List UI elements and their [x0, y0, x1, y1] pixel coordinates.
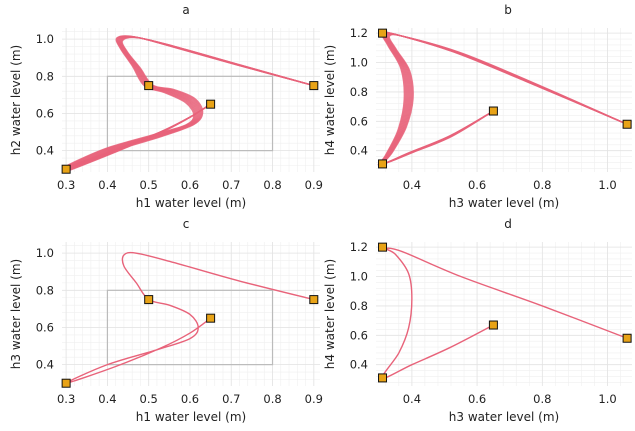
x-axis-label: h1 water level (m) [136, 410, 246, 424]
xtick-label: 0.7 [222, 178, 240, 192]
ytick-label: 0.8 [350, 299, 368, 313]
trajectory-line [380, 32, 628, 165]
marker-b-2 [378, 159, 388, 169]
x-axis-label: h1 water level (m) [136, 196, 246, 210]
marker-b-3 [488, 106, 498, 116]
xtick-label: 1.0 [598, 392, 616, 406]
xtick-label: 0.6 [468, 392, 486, 406]
xtick-label: 0.8 [263, 178, 281, 192]
panel-b: 0.4 0.6 0.8 1.0 0.4 0.6 0.8 1.0 1.2 b h3 water lev… [323, 3, 632, 210]
marker-d-0 [378, 242, 388, 252]
marker-a-2 [206, 99, 216, 109]
marker-c-3 [309, 295, 319, 305]
x-axis-label: h3 water level (m) [449, 410, 559, 424]
marker-a-0 [61, 164, 71, 174]
xtick-label: 0.4 [98, 392, 116, 406]
xtick-label: 0.9 [305, 178, 323, 192]
trajectories-a [62, 35, 314, 172]
trajectory-line [381, 247, 628, 379]
marker-c-2 [206, 313, 216, 323]
trajectories-c [65, 251, 314, 384]
trajectories-d [381, 247, 628, 379]
panel-d: 0.4 0.6 0.8 1.0 0.4 0.6 0.8 1.0 1.2 d h3 water lev… [323, 217, 632, 424]
panel-title: c [183, 217, 190, 231]
grid-a [62, 28, 320, 172]
ytick-label: 0.4 [350, 144, 368, 158]
trajectory-line [68, 36, 314, 172]
panel-a: 0.3 0.4 0.5 0.6 0.7 0.8 0.9 0.4 0.6 0.8 1.0 a h1 wat… [9, 3, 323, 210]
xtick-label: 1.0 [598, 178, 616, 192]
ytick-label: 0.6 [350, 114, 368, 128]
ytick-label: 1.0 [36, 32, 54, 46]
ytick-label: 0.6 [36, 106, 54, 120]
operating-region-a [106, 75, 274, 152]
trajectory-line [381, 33, 628, 165]
trajectory-line [382, 33, 628, 164]
xtick-label: 0.4 [403, 178, 421, 192]
marker-d-3 [488, 320, 498, 330]
xtick-label: 0.8 [533, 178, 551, 192]
marker-a-1 [144, 81, 154, 91]
panel-title: b [504, 3, 512, 17]
panel-c: 0.3 0.4 0.5 0.6 0.7 0.8 0.9 0.4 0.6 0.8 1.0 c h1 wat… [9, 217, 323, 424]
ytick-label: 0.6 [36, 320, 54, 334]
trajectory-line [64, 35, 314, 170]
ytick-label: 0.4 [36, 144, 54, 158]
xtick-label: 0.7 [222, 392, 240, 406]
xtick-label: 0.6 [181, 178, 199, 192]
marker-b-1 [622, 119, 632, 129]
xtick-label: 0.4 [403, 392, 421, 406]
x-axis-label: h3 water level (m) [449, 196, 559, 210]
xtick-label: 0.4 [98, 178, 116, 192]
panel-title: a [182, 3, 189, 17]
xtick-label: 0.5 [140, 392, 158, 406]
ytick-label: 0.8 [36, 69, 54, 83]
xtick-label: 0.8 [533, 392, 551, 406]
xtick-label: 0.6 [468, 178, 486, 192]
ytick-label: 1.2 [350, 240, 368, 254]
panel-title: d [504, 217, 512, 231]
trajectory-line [383, 33, 628, 164]
y-axis-label: h4 water level (m) [323, 259, 337, 369]
marker-c-1 [144, 295, 154, 305]
xtick-label: 0.5 [140, 178, 158, 192]
xtick-label: 0.3 [57, 178, 75, 192]
marker-c-0 [61, 378, 71, 388]
marker-a-3 [309, 81, 319, 91]
y-axis-label: h4 water level (m) [323, 45, 337, 155]
ytick-label: 0.4 [36, 358, 54, 372]
marker-d-2 [378, 373, 388, 383]
xtick-label: 0.9 [305, 392, 323, 406]
ytick-label: 1.0 [350, 56, 368, 70]
ytick-label: 0.6 [350, 328, 368, 342]
ytick-label: 0.8 [350, 85, 368, 99]
xtick-label: 0.3 [57, 392, 75, 406]
xtick-label: 0.6 [181, 392, 199, 406]
operating-region-c [106, 289, 274, 366]
grid-d [376, 242, 632, 386]
ytick-label: 1.2 [350, 26, 368, 40]
y-axis-label: h3 water level (m) [9, 259, 23, 369]
trajectory-line [381, 32, 628, 165]
ytick-label: 1.0 [350, 270, 368, 284]
marker-d-1 [622, 333, 632, 343]
ytick-label: 1.0 [36, 246, 54, 260]
xtick-label: 0.8 [263, 392, 281, 406]
ytick-label: 0.4 [350, 358, 368, 372]
trajectory-line [65, 251, 314, 384]
ytick-label: 0.8 [36, 283, 54, 297]
trajectory-line [383, 34, 628, 164]
marker-b-0 [378, 28, 388, 38]
trajectories-b [377, 31, 628, 166]
y-axis-label: h2 water level (m) [9, 45, 23, 155]
